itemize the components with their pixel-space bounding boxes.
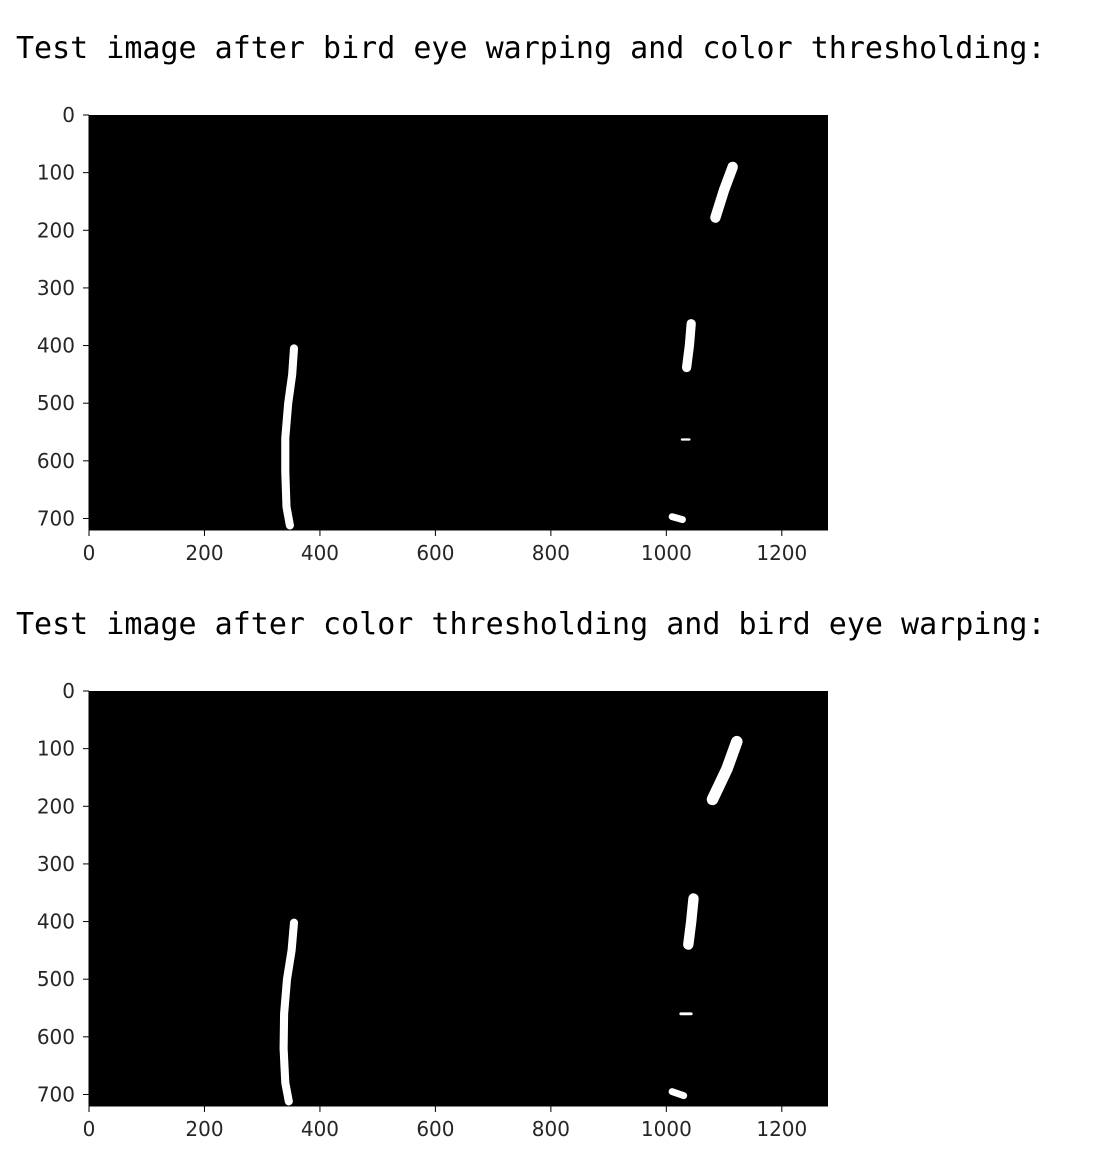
y-tick-label: 100 [37,737,75,761]
x-tick-label: 1000 [641,541,692,565]
y-tick-label: 300 [37,852,75,876]
x-tick-label: 600 [416,541,454,565]
y-tick-label: 700 [37,506,75,530]
y-tick-label: 100 [37,161,75,185]
y-tick-label: 500 [37,967,75,991]
x-tick-label: 800 [532,1117,570,1141]
x-tick-label: 0 [83,541,96,565]
x-tick-label: 1200 [756,1117,807,1141]
right-lane-upper-mark [706,735,743,806]
x-tick-label: 1000 [641,1117,692,1141]
output-caption-2: Test image after color thresholding and … [16,607,1046,642]
image-area [89,115,828,530]
y-tick-label: 400 [37,334,75,358]
y-tick-label: 0 [62,679,75,703]
x-tick-label: 400 [301,541,339,565]
x-tick-label: 0 [83,1117,96,1141]
y-tick-label: 600 [37,449,75,473]
y-tick-label: 200 [37,218,75,242]
x-tick-label: 800 [532,541,570,565]
x-tick-label: 200 [185,1117,223,1141]
left-lane-mark [279,918,299,1106]
y-tick-label: 400 [37,910,75,934]
left-lane-mark [281,344,299,530]
right-lane-middle-mark [681,319,696,373]
x-tick-label: 200 [185,541,223,565]
x-tick-label: 1200 [756,541,807,565]
right-lane-upper-mark [710,161,738,223]
chart-svg: 0 200 400 600 800 1000 1200 0 100 200 300 400 500 600… [37,103,828,565]
warped-image-figure-1: 0 200 400 600 800 1000 1200 0 100 200 300 400 500 600… [0,0,900,565]
right-lane-bottom-mark [668,1088,688,1100]
right-lane-middle-mark [683,893,699,950]
chart-svg: 0 200 400 600 800 1000 1200 0 100 200 300 400 500 600… [37,679,828,1141]
right-lane-bottom-mark [668,513,686,524]
output-caption-1: Test image after bird eye warping and co… [16,31,1046,66]
y-tick-label: 0 [62,103,75,127]
y-tick-label: 500 [37,391,75,415]
x-tick-label: 600 [416,1117,454,1141]
y-tick-label: 700 [37,1082,75,1106]
y-tick-label: 600 [37,1025,75,1049]
x-tick-label: 400 [301,1117,339,1141]
warped-image-figure-2: 0 200 400 600 800 1000 1200 0 100 200 300 400 500 600… [0,576,900,1141]
y-tick-label: 200 [37,794,75,818]
image-area [89,691,828,1106]
y-tick-label: 300 [37,276,75,300]
